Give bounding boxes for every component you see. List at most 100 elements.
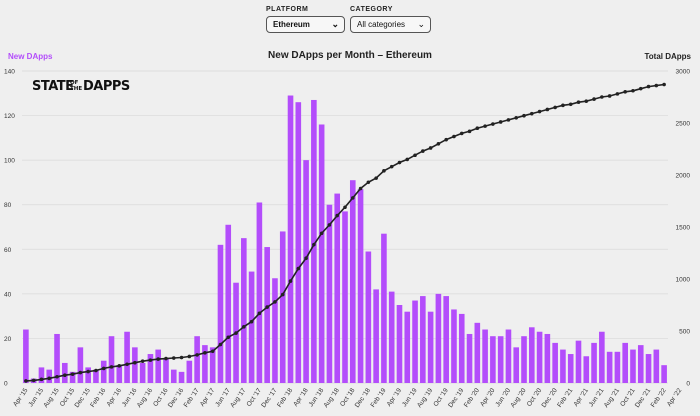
bar	[318, 124, 325, 383]
total-dapps-point	[436, 142, 441, 146]
bar	[575, 340, 582, 383]
bar	[124, 331, 130, 383]
x-tick-label: Feb '19	[369, 387, 387, 409]
bar	[54, 333, 60, 383]
total-dapps-point	[218, 342, 223, 347]
bar	[295, 102, 302, 383]
bar	[490, 336, 496, 383]
bar	[552, 342, 558, 383]
total-dapps-point	[257, 311, 262, 316]
y-right-tick-label: 1000	[676, 277, 691, 284]
total-dapps-point	[366, 180, 371, 185]
bar	[349, 180, 356, 383]
total-dapps-point	[296, 266, 301, 271]
total-dapps-point	[421, 149, 425, 153]
logo-text-dapps: DAPPS	[83, 79, 130, 94]
bar	[560, 349, 566, 383]
total-dapps-point	[164, 356, 168, 361]
bar	[178, 371, 185, 383]
bar	[388, 291, 395, 383]
total-dapps-point	[210, 349, 215, 354]
total-dapps-point	[483, 124, 487, 128]
bar	[653, 349, 660, 383]
total-dapps-point	[506, 118, 511, 122]
total-dapps-point	[413, 153, 417, 158]
total-dapps-point	[498, 120, 503, 124]
bar	[85, 367, 91, 383]
y-right-tick-label: 3000	[676, 69, 691, 76]
bar	[458, 313, 465, 383]
bar	[241, 238, 247, 383]
total-dapps-point	[623, 90, 627, 94]
total-dapps-point	[428, 146, 433, 150]
y-right-tick-label: 0	[686, 381, 690, 388]
x-tick-label: Aug '18	[323, 387, 341, 409]
bar	[326, 204, 333, 383]
bar	[272, 278, 278, 383]
bar	[404, 311, 411, 383]
bar	[225, 224, 232, 383]
bar	[365, 251, 372, 383]
total-dapps-point	[55, 374, 59, 379]
chevron-down-icon: ⌄	[331, 19, 339, 29]
bar	[637, 345, 644, 383]
filter-bar: PLATFORM Ethereum ⌄ CATEGORY All categor…	[0, 6, 700, 38]
bar	[264, 247, 270, 383]
total-dapps-point	[382, 169, 386, 173]
total-dapps-point	[491, 122, 495, 126]
total-dapps-point	[265, 305, 269, 309]
total-dapps-point	[568, 102, 573, 107]
x-tick-label: Feb '16	[89, 387, 107, 409]
bar	[630, 349, 636, 383]
total-dapps-point	[78, 370, 83, 375]
bar	[599, 331, 605, 383]
category-select[interactable]: All categories ⌄	[350, 16, 431, 33]
x-tick-label: Aug '16	[136, 387, 154, 409]
bar	[622, 342, 628, 383]
total-dapps-point	[327, 223, 332, 227]
total-dapps-point	[662, 82, 666, 87]
right-axis-label: Total DApps	[644, 52, 691, 61]
bar	[536, 331, 543, 383]
total-dapps-point	[24, 379, 28, 383]
total-dapps-point	[133, 360, 137, 365]
total-dapps-point	[553, 105, 557, 110]
total-dapps-point	[47, 376, 52, 381]
left-axis-label: New DApps	[8, 52, 53, 61]
total-dapps-point	[109, 365, 114, 369]
total-dapps-point	[319, 231, 324, 236]
bar	[100, 360, 107, 383]
total-dapps-point	[117, 364, 122, 368]
bar	[46, 369, 53, 383]
total-dapps-point	[187, 354, 192, 359]
total-dapps-point	[405, 157, 410, 162]
bar	[139, 362, 146, 383]
bar	[77, 347, 84, 383]
bar	[209, 347, 216, 383]
x-tick-label: Aug '19	[416, 387, 434, 409]
bar	[427, 311, 434, 383]
bar	[412, 300, 418, 383]
y-right-tick-label: 2500	[676, 121, 691, 128]
bar	[287, 95, 294, 383]
total-dapps-point	[70, 372, 75, 376]
total-dapps-point	[358, 186, 363, 191]
x-tick-label: Aug '15	[42, 387, 60, 409]
bar	[443, 296, 449, 383]
bar	[474, 322, 481, 383]
x-tick-label: Aug '20	[509, 387, 527, 409]
total-dapps-point	[226, 335, 231, 340]
bar	[147, 354, 154, 383]
chevron-down-icon: ⌄	[417, 19, 425, 29]
total-dapps-point	[475, 126, 480, 130]
bar	[661, 365, 667, 383]
logo-text-of-the: OF THE	[70, 80, 83, 92]
bar	[93, 369, 99, 383]
total-dapps-point	[242, 325, 246, 329]
bar	[513, 347, 520, 383]
bar	[591, 342, 597, 383]
platform-select[interactable]: Ethereum ⌄	[266, 16, 345, 33]
y-right-tick-label: 1500	[676, 225, 691, 232]
bar	[567, 354, 574, 383]
total-dapps-point	[584, 99, 589, 103]
